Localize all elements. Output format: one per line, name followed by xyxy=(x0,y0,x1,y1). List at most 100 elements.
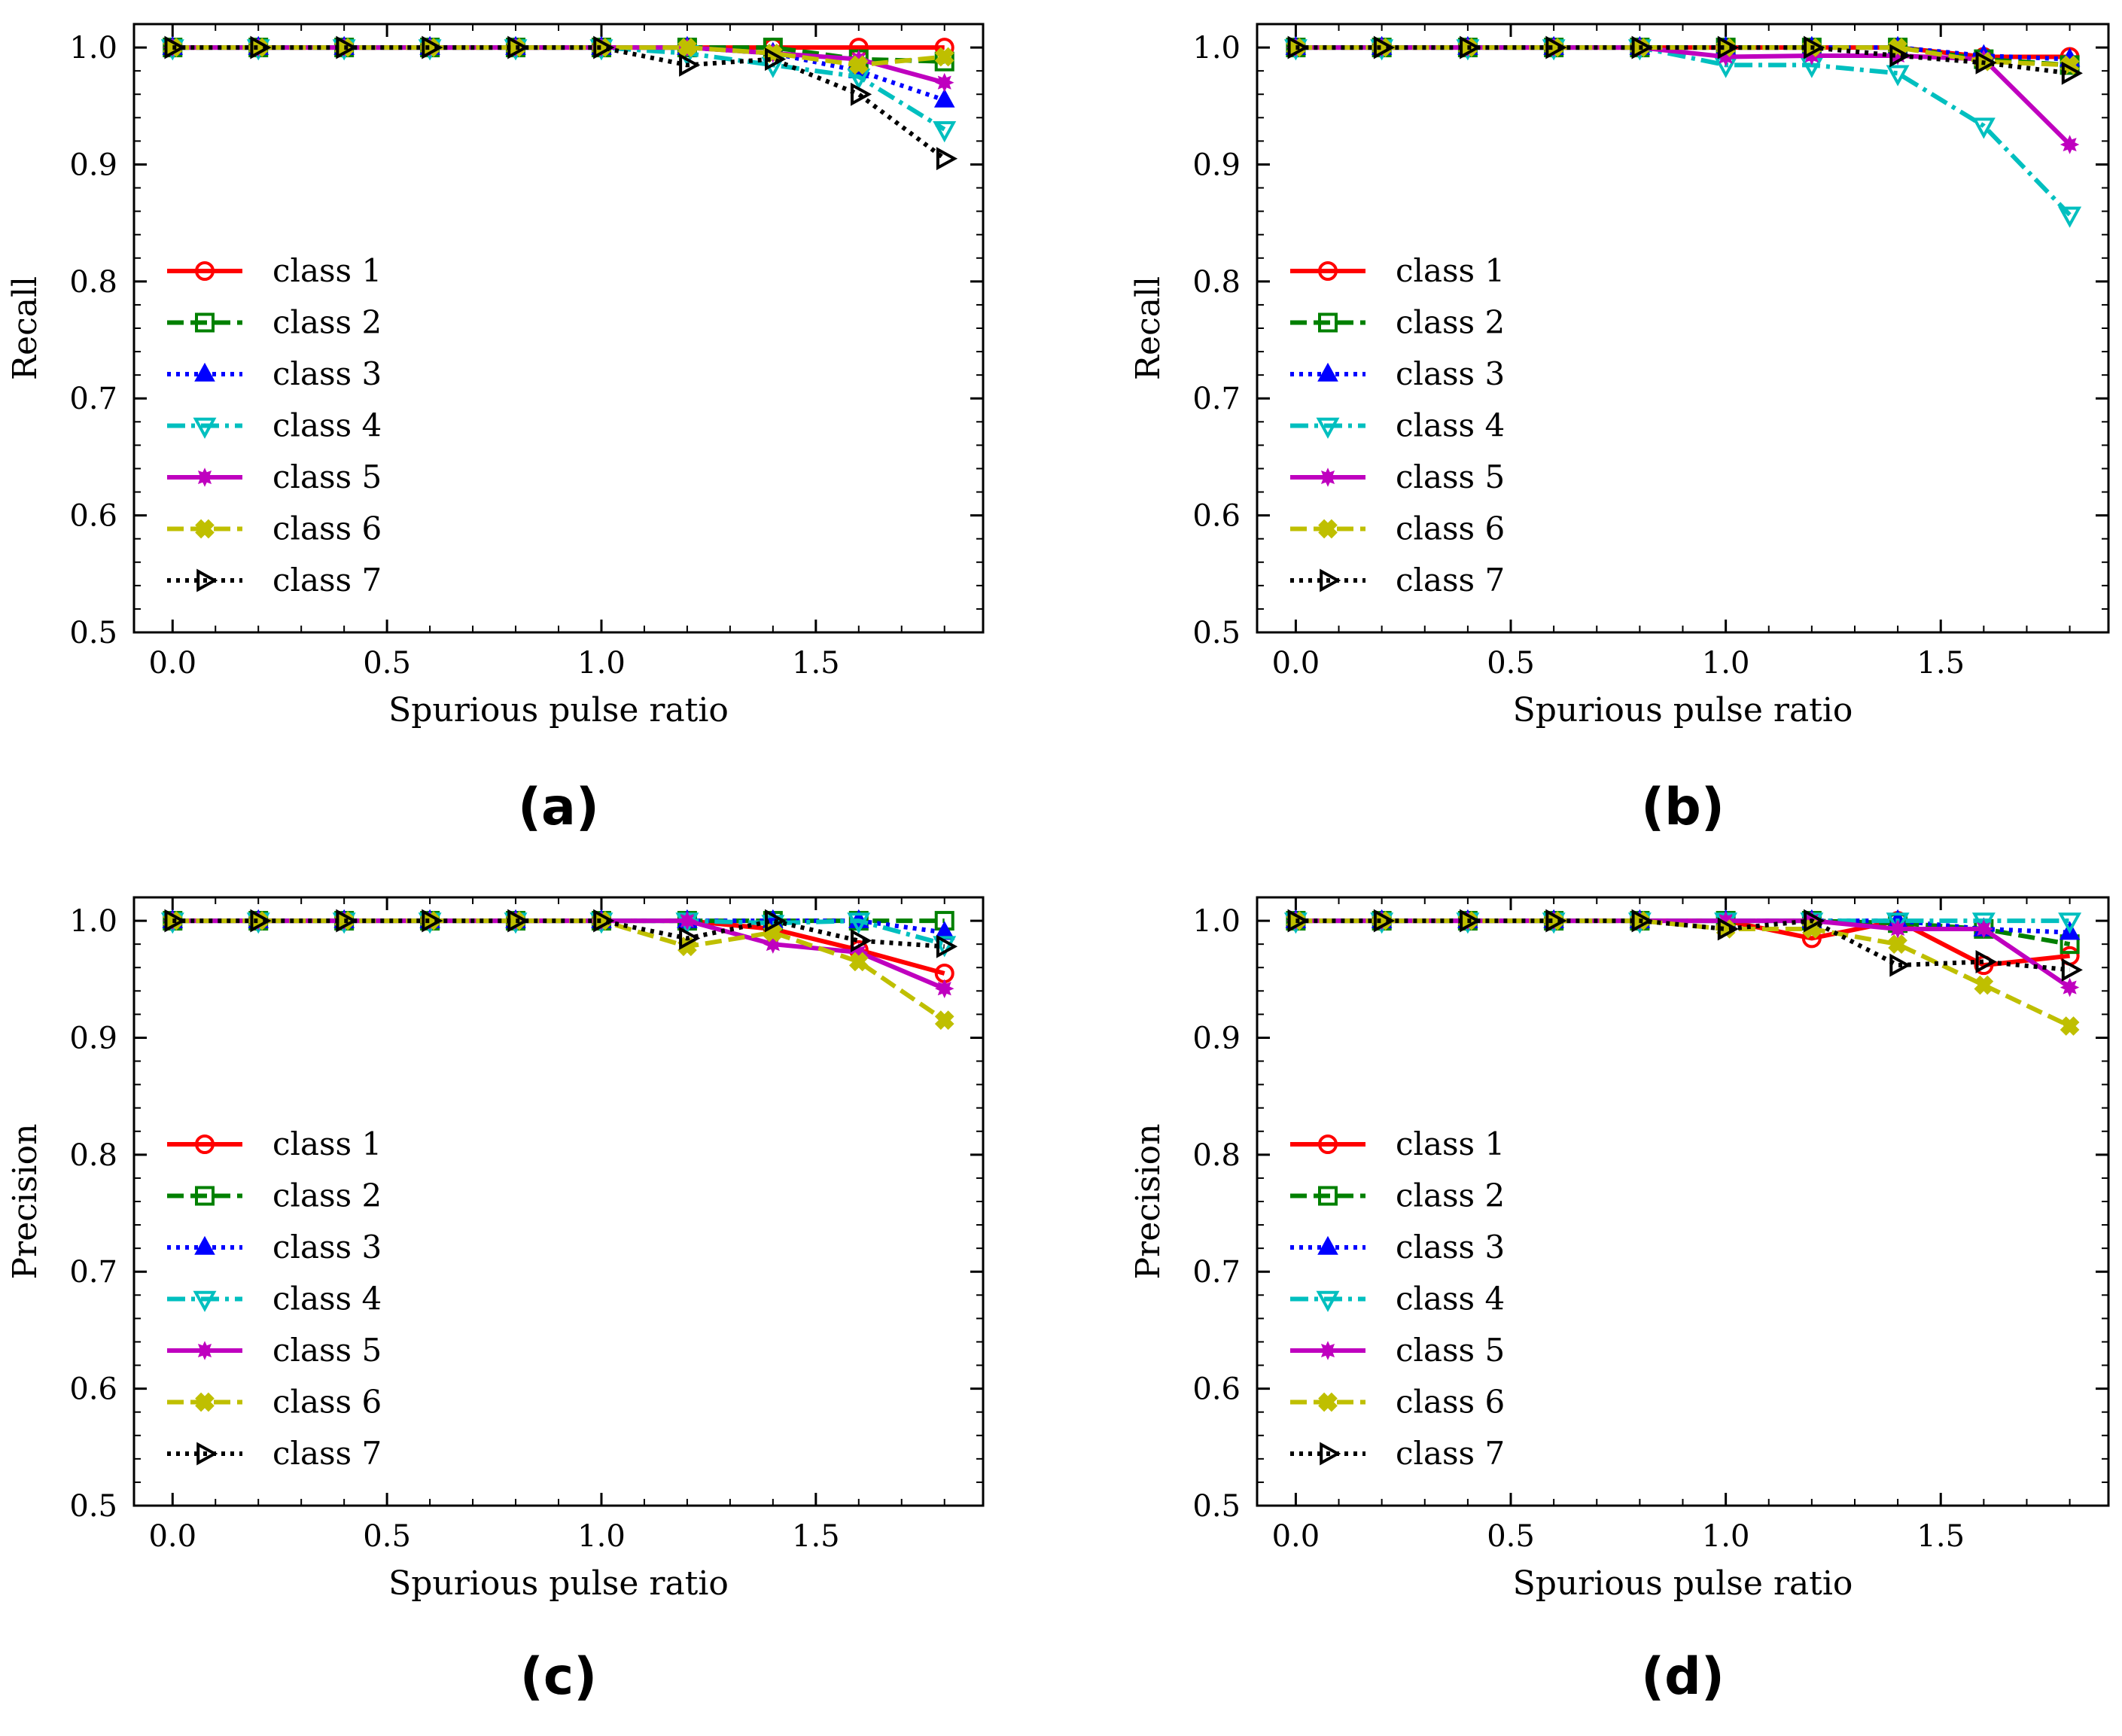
data-point xyxy=(336,35,358,59)
legend-marker xyxy=(1316,417,1340,439)
legend-marker xyxy=(1317,362,1338,382)
data-point xyxy=(1373,35,1396,59)
y-tick-label: 0.5 xyxy=(1192,616,1241,650)
data-point xyxy=(2058,206,2082,228)
series-line xyxy=(172,45,946,161)
series-class-3 xyxy=(162,909,955,940)
y-tick-label: 0.5 xyxy=(69,616,117,650)
series-class-4 xyxy=(1283,39,2082,228)
series-class-7 xyxy=(1287,35,2083,85)
legend-label: class 4 xyxy=(272,407,382,444)
legend-label: class 6 xyxy=(1396,1384,1505,1421)
legend-label: class 4 xyxy=(1396,1281,1505,1317)
legend-label: class 2 xyxy=(272,304,382,341)
legend-label: class 2 xyxy=(1396,304,1505,341)
legend-marker xyxy=(1318,1134,1338,1154)
data-point xyxy=(1717,35,1739,59)
data-point xyxy=(933,936,957,958)
legend: class 1 class 2 class 3 class 4 class 5 class… xyxy=(167,1125,382,1472)
x-axis-label: Spurious pulse ratio xyxy=(388,691,729,729)
chart-panel: 0.5 0.6 0.7 0.8 0.9 1.0 0.0 0.5 1.0 1.5 Spurious p… xyxy=(6,896,985,1707)
data-point xyxy=(164,909,186,933)
series-class-6 xyxy=(163,911,954,1031)
legend-label: class 3 xyxy=(1396,355,1505,392)
legend-marker xyxy=(195,1134,215,1154)
y-tick-label: 0.7 xyxy=(1192,382,1241,416)
x-tick-label: 1.0 xyxy=(1702,1519,1750,1554)
y-tick-label: 0.8 xyxy=(69,265,117,300)
data-point xyxy=(1886,912,1910,934)
series-line xyxy=(172,918,945,976)
series-class-7 xyxy=(1287,909,2083,982)
data-point xyxy=(1287,35,1309,59)
data-point xyxy=(933,88,955,108)
data-point xyxy=(935,72,954,93)
legend-marker xyxy=(193,417,217,439)
data-point xyxy=(933,121,957,143)
y-tick-label: 0.6 xyxy=(1192,499,1241,534)
legend-label: class 5 xyxy=(272,458,382,495)
data-point xyxy=(1804,35,1825,59)
data-point xyxy=(1373,909,1396,933)
data-point xyxy=(1287,909,1309,933)
data-point xyxy=(1971,117,1996,139)
legend-label: class 6 xyxy=(272,510,382,547)
x-tick-label: 0.0 xyxy=(148,646,196,681)
panel-label: (d) xyxy=(1641,1647,1725,1707)
data-point xyxy=(2058,912,2082,934)
data-point xyxy=(422,35,443,59)
axes-frame xyxy=(132,896,985,1507)
legend-marker xyxy=(1320,568,1341,592)
axes-frame xyxy=(132,23,985,634)
legend-marker xyxy=(195,468,215,487)
panel-label: (c) xyxy=(520,1647,597,1707)
series-line xyxy=(172,918,945,949)
series-line xyxy=(1295,45,2072,217)
x-tick-label: 0.0 xyxy=(148,1519,196,1554)
data-point xyxy=(336,909,358,933)
data-point xyxy=(2061,61,2083,85)
legend-marker xyxy=(194,362,215,382)
legend-marker xyxy=(1318,1186,1338,1206)
legend-label: class 1 xyxy=(272,1125,382,1162)
data-point xyxy=(1889,44,1911,68)
data-point xyxy=(1971,912,1996,934)
legend-label: class 4 xyxy=(1396,407,1505,444)
y-tick-label: 0.5 xyxy=(1192,1489,1241,1524)
legend-marker xyxy=(194,1235,215,1255)
x-tick-label: 0.0 xyxy=(1272,1519,1320,1554)
data-point xyxy=(1631,909,1653,933)
data-point xyxy=(1975,50,1997,75)
data-point xyxy=(935,979,954,998)
data-point xyxy=(1888,919,1907,939)
data-point xyxy=(507,35,529,59)
data-point xyxy=(1889,953,1911,977)
legend-label: class 2 xyxy=(272,1177,382,1214)
series-class-5 xyxy=(163,911,954,998)
x-tick-label: 0.5 xyxy=(363,1519,411,1554)
series-class-2 xyxy=(163,38,954,72)
legend-label: class 7 xyxy=(272,562,382,598)
data-point xyxy=(936,934,958,958)
legend-label: class 1 xyxy=(1396,1125,1505,1162)
x-axis-label: Spurious pulse ratio xyxy=(388,1564,729,1603)
chart-panel: 0.5 0.6 0.7 0.8 0.9 1.0 0.0 0.5 1.0 1.5 Spurious p… xyxy=(1129,896,2110,1707)
y-tick-label: 0.9 xyxy=(1192,1021,1241,1055)
y-tick-label: 1.0 xyxy=(1192,31,1241,65)
data-point xyxy=(848,55,869,75)
data-point xyxy=(1717,917,1739,941)
series-class-7 xyxy=(164,35,958,171)
legend-marker xyxy=(1318,261,1338,281)
series-line xyxy=(172,918,945,991)
x-tick-label: 1.0 xyxy=(577,1519,626,1554)
legend-label: class 1 xyxy=(1396,252,1505,289)
legend-marker xyxy=(1318,1341,1338,1360)
legend-marker xyxy=(1318,468,1338,487)
data-point xyxy=(850,82,872,106)
legend-label: class 1 xyxy=(272,252,382,289)
data-point xyxy=(1975,949,1997,973)
legend-marker xyxy=(195,1186,215,1206)
chart-panel: 0.5 0.6 0.7 0.8 0.9 1.0 0.0 0.5 1.0 1.5 Spurious p… xyxy=(6,23,985,837)
y-tick-label: 0.9 xyxy=(69,1021,117,1055)
